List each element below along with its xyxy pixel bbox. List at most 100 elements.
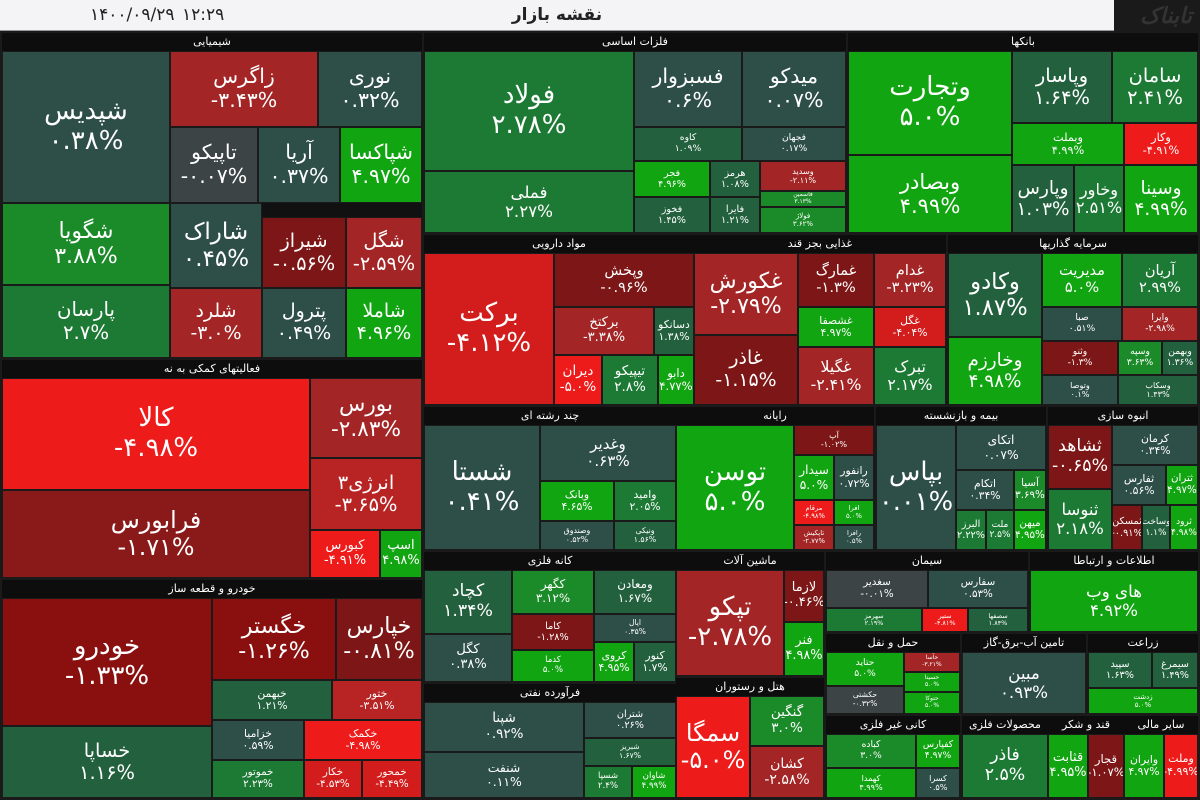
stock-name: آریان [1144,262,1176,280]
stock-tile: دسانکو ۱.۳۸% [654,307,694,355]
stock-tile: وامید ۲.۰۵% [614,481,676,521]
stock-tile: غگیلا -۲.۴۱% [798,347,874,405]
stock-name: وایران [1129,752,1159,766]
stock-change: -۰.۴۶% [784,595,824,610]
stock-name: شنفت [487,759,521,775]
stock-change: ۴.۹۹% [641,781,667,791]
stock-name: پارسان [57,297,115,321]
stock-change: ۲.۲۷% [504,201,554,221]
stock-name: غاذر [729,347,763,370]
stock-change: ۰.۱% [1070,389,1090,399]
stock-tile: سصفها ۱.۸۴% [968,608,1028,632]
stock-name: بورس [339,392,393,418]
stock-change: ۲.۴۱% [1127,86,1183,109]
stock-change: ۵.۰% [854,668,876,679]
stock-tile: های وب ۴.۹۲% [1030,570,1198,632]
stock-change: -۱.۳۳% [64,661,150,691]
stock-name: ایال [628,618,642,628]
stock-name: وامید [633,487,657,501]
stock-change: ۱.۸۴% [988,619,1008,627]
stock-name: شگویا [58,217,114,244]
stock-change: -۱.۰۷% [1088,765,1124,779]
sector-title: خودرو و قطعه ساز [2,580,422,598]
stock-change: -۴.۴۹% [375,778,409,790]
sector-title: سیمان [826,552,1028,570]
stock-name: ثتران [1170,472,1194,485]
stock-tile: ثنوسا ۲.۱۸% [1048,489,1112,550]
stock-change: ۲.۴% [597,781,619,791]
stock-change: -۰.۰۱% [860,588,894,600]
stock-change: -۴.۹۹% [1164,765,1198,778]
stock-change: ۴.۹۹% [859,782,883,792]
stock-change: ۴.۹۷% [1128,765,1160,778]
stock-name: خپارس [346,612,412,639]
stock-name: دسانکو [658,317,690,331]
stock-name: فولاد [502,80,556,111]
stock-change: -۱.۳% [816,279,856,296]
stock-tile: وبهمن ۱.۳۶% [1162,341,1198,375]
stock-change: -۴.۰۴% [892,326,928,339]
stock-name: سغدیر [863,576,891,589]
stock-tile: غگل -۴.۰۴% [874,307,946,347]
stock-tile: آپ -۱.۰۲% [794,425,874,455]
stock-change: ۰.۳۲% [340,88,400,112]
stock-name: شپاکسا [349,140,413,165]
stock-name: ثفارس [1123,471,1155,485]
stock-name: فسبزوار [652,64,724,89]
stock-tile: شاوان ۴.۹۹% [632,766,676,798]
stock-tile: وپاسار ۱.۶۴% [1012,51,1112,123]
stock-name: سیدار [799,463,829,478]
stock-name: خمحور [377,766,407,779]
stock-name: کرمان [1140,431,1170,445]
stock-name: حتوکا [925,695,939,703]
stock-change: ۴.۹۷% [1167,484,1197,496]
stock-tile: وسینا ۴.۹۹% [1124,165,1198,233]
stock-tile: ملت ۲.۵% [986,510,1014,550]
stock-name: فاذر [990,745,1020,766]
stock-change: -۴.۹۱% [323,553,367,568]
stock-change: -۱.۷۱% [117,533,195,561]
stock-name: کشان [770,755,804,772]
stock-tile: پترول ۰.۴۹% [262,288,346,358]
stock-tile: کنور ۱.۷% [634,642,676,682]
stock-name: دیران [562,363,594,380]
stock-tile: حآسا -۳.۲۱% [904,652,960,672]
stock-tile: کروی ۴.۹۵% [594,642,634,682]
stock-tile: کبورس -۴.۹۱% [310,530,380,578]
stock-change: ۰.۹۲% [484,726,524,742]
stock-tile: وخاور ۲.۵۱% [1074,165,1124,233]
stock-tile: آسیا ۳.۶۹% [1014,470,1046,510]
stock-tile: وتجارت ۵.۰% [848,51,1012,155]
stock-change: ۲.۵۱% [1075,198,1123,217]
stock-tile: کاما -۱.۲۸% [512,614,594,650]
stock-name: وسدید [792,165,814,176]
stock-change: -۳.۵۱% [359,699,395,712]
stock-tile: وسکاب ۱.۴۳% [1118,375,1198,405]
stock-change: -۴.۱۲% [446,328,532,358]
stock-tile: ثفارس ۰.۵۶% [1112,465,1166,505]
stock-tile: پارسان ۲.۷% [2,285,170,358]
stock-tile: میهن ۴.۹۵% [1014,510,1046,550]
stock-change: -۲.۹۸% [1145,323,1175,334]
stock-name: انرژی۳ [337,470,395,494]
stock-tile: خگستر -۱.۲۶% [212,598,336,680]
stock-tile: لازما -۰.۴۶% [784,570,824,622]
stock-change: -۳.۴۳% [210,88,278,112]
stock-change: ۲.۱۸% [1056,518,1104,538]
stock-name: کبورس [325,538,365,554]
stock-name: مرقام [805,503,823,512]
stock-change: -۳.۲۱% [922,661,942,668]
stock-change: ۰.۵% [928,782,948,792]
stock-change: ۰.۵۲% [565,534,589,544]
stock-change: -۱.۰۲% [820,439,848,449]
stock-name: هرمز [724,167,746,179]
header-bar: ۱۴۰۰/۰۹/۲۹ ۱۲:۲۹ نقشه بازار [0,0,1114,31]
stock-name: دابو [667,365,685,380]
stock-name: شلرد [195,300,237,323]
sector-title: بیمه و بازنشسته [876,407,1046,425]
stock-name: وخارزم [967,349,1023,371]
sector-title: انبوه سازی [1048,407,1198,425]
stock-name: گنگین [770,704,804,721]
stock-tile: نوری ۰.۳۲% [318,51,422,127]
stock-change: ۰.۵۶% [1123,484,1155,497]
